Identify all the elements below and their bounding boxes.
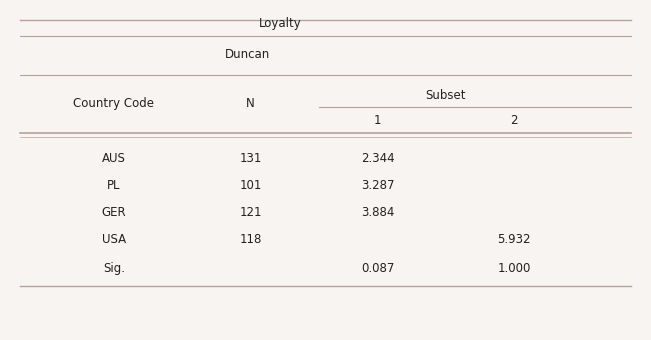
Text: 131: 131: [240, 152, 262, 165]
Text: AUS: AUS: [102, 152, 126, 165]
Text: Duncan: Duncan: [225, 48, 270, 61]
Text: 0.087: 0.087: [361, 262, 395, 275]
Text: USA: USA: [102, 233, 126, 246]
Text: 118: 118: [240, 233, 262, 246]
Text: Loyalty: Loyalty: [258, 17, 301, 30]
Text: Subset: Subset: [426, 89, 466, 102]
Text: 1.000: 1.000: [497, 262, 531, 275]
Text: 3.884: 3.884: [361, 206, 395, 219]
Text: 2: 2: [510, 114, 518, 127]
Text: Sig.: Sig.: [103, 262, 125, 275]
Text: 3.287: 3.287: [361, 179, 395, 192]
Text: 5.932: 5.932: [497, 233, 531, 246]
Text: PL: PL: [107, 179, 120, 192]
Text: N: N: [246, 97, 255, 110]
Text: 1: 1: [374, 114, 381, 127]
Text: 2.344: 2.344: [361, 152, 395, 165]
Text: GER: GER: [102, 206, 126, 219]
Text: 121: 121: [240, 206, 262, 219]
Text: Country Code: Country Code: [74, 97, 154, 110]
Text: 101: 101: [240, 179, 262, 192]
